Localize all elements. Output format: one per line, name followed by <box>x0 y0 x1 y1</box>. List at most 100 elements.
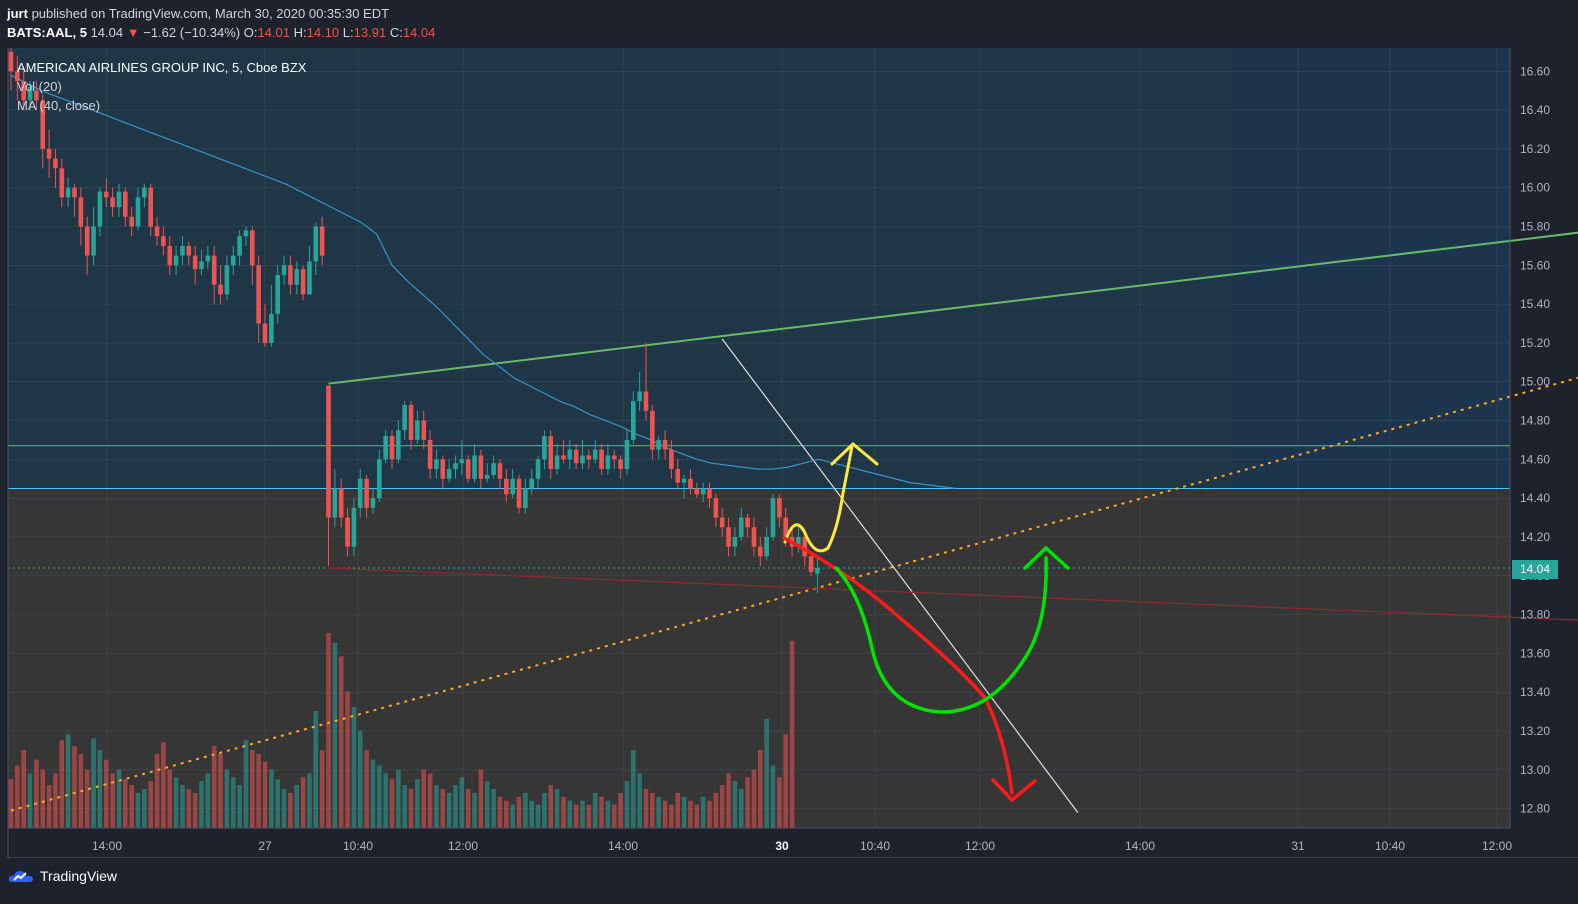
candle-body <box>529 478 534 489</box>
candle-body <box>561 455 566 460</box>
yellow-arrow-head[interactable] <box>830 441 879 466</box>
candle-body <box>758 546 763 557</box>
candle-body <box>599 449 604 470</box>
volume-bar <box>656 796 661 828</box>
candle-body <box>478 455 484 479</box>
candle-body <box>624 439 630 470</box>
volume-bar <box>129 785 134 828</box>
price-tick-label: 15.80 <box>1520 220 1550 234</box>
candle-body <box>27 86 33 101</box>
volume-bar <box>205 773 211 828</box>
volume-bar <box>669 804 674 828</box>
candle-body <box>40 100 46 149</box>
price-tick-label: 16.20 <box>1520 142 1550 156</box>
volume-bar <box>173 777 179 828</box>
volume-bar <box>650 792 655 828</box>
legend-ma[interactable]: MA (40, close) <box>17 98 101 113</box>
candle-body <box>53 158 58 169</box>
candle-body <box>504 478 509 495</box>
price-tick-label: 14.20 <box>1520 530 1550 544</box>
candle-body <box>224 265 230 295</box>
volume-bar <box>300 777 306 828</box>
volume-bar <box>688 800 693 828</box>
volume-bar <box>186 789 192 828</box>
price-tick-label: 16.40 <box>1520 103 1550 117</box>
price-tick-label: 13.00 <box>1520 763 1550 777</box>
candle-body <box>465 459 471 479</box>
candle-body <box>770 498 776 537</box>
volume-bar <box>675 792 681 828</box>
volume-bar <box>523 792 528 828</box>
yellow-bullish-path[interactable] <box>783 444 854 553</box>
candle-body <box>726 527 731 547</box>
candle-body <box>84 226 90 256</box>
price-axis-bg <box>1510 48 1578 858</box>
volume-bar <box>110 773 115 828</box>
volume-bar <box>116 769 122 828</box>
volume-bar <box>161 742 166 828</box>
volume-bar <box>135 792 141 828</box>
volume-bar <box>288 792 293 828</box>
candle-body <box>631 401 636 440</box>
volume-bar <box>681 796 687 828</box>
candle-body <box>357 478 363 508</box>
red-arrow-head[interactable] <box>991 778 1037 803</box>
rising-trendline[interactable] <box>328 215 1578 385</box>
candle-body <box>510 478 515 495</box>
price-tick-label: 13.40 <box>1520 685 1550 699</box>
orange-dotted-trendline[interactable] <box>10 337 1578 812</box>
volume-bar <box>484 781 490 828</box>
candle-body <box>764 536 769 557</box>
volume-bar <box>427 773 433 828</box>
price-tick-label: 13.60 <box>1520 646 1550 660</box>
moving-average-line <box>10 74 956 490</box>
volume-bar <box>732 781 738 828</box>
volume-bar <box>516 796 522 828</box>
volume-bar <box>700 796 706 828</box>
candle-body <box>370 498 376 508</box>
footer-bar <box>0 858 1578 904</box>
candle-body <box>345 517 350 547</box>
volume-bar <box>783 734 788 828</box>
volume-bar <box>529 800 534 828</box>
volume-bar <box>707 800 712 828</box>
time-tick-label: 12:00 <box>1482 839 1512 853</box>
legend-volume[interactable]: Vol (20) <box>17 79 62 94</box>
volume-bar <box>65 734 71 828</box>
low-label: L: <box>342 25 354 40</box>
tradingview-logo[interactable]: TradingView <box>8 868 117 884</box>
author-name[interactable]: jurt <box>7 6 28 21</box>
candle-body <box>548 436 554 470</box>
volume-bar <box>275 779 280 828</box>
candle-body <box>262 323 268 343</box>
close-label: C: <box>389 25 403 40</box>
volume-bar <box>224 769 230 828</box>
volume-bar <box>34 759 39 828</box>
volume-bar <box>770 765 776 828</box>
candle-body <box>377 459 382 499</box>
price-chart[interactable]: 16.60 16.40 16.20 16.00 15.80 15.60 15.40 15.20… <box>0 48 1578 858</box>
candle-body <box>542 436 547 460</box>
candle-body <box>497 463 503 479</box>
volume-bar <box>8 779 14 828</box>
candle-body <box>250 230 255 266</box>
open-value: 14.01 <box>257 25 290 40</box>
candle-body <box>440 459 446 479</box>
green-recovery-path[interactable] <box>834 556 1048 714</box>
volume-bar <box>351 707 357 828</box>
volume-bar <box>377 765 382 828</box>
candle-body <box>78 197 84 227</box>
volume-bar <box>751 769 757 828</box>
green-arrow-head[interactable] <box>1023 545 1070 570</box>
candle-body <box>408 405 414 440</box>
legend-title[interactable]: AMERICAN AIRLINES GROUP INC, 5, Cboe BZX <box>17 60 307 75</box>
volume-bar <box>218 753 223 828</box>
candle-body <box>719 517 725 528</box>
red-trendline[interactable] <box>328 567 1578 626</box>
falling-trendline[interactable] <box>721 338 1079 813</box>
volume-bar <box>605 800 611 828</box>
price-tick-label: 14.80 <box>1520 414 1550 428</box>
candle-body <box>592 449 598 460</box>
volume-bar <box>402 785 407 828</box>
candle-body <box>91 226 96 256</box>
